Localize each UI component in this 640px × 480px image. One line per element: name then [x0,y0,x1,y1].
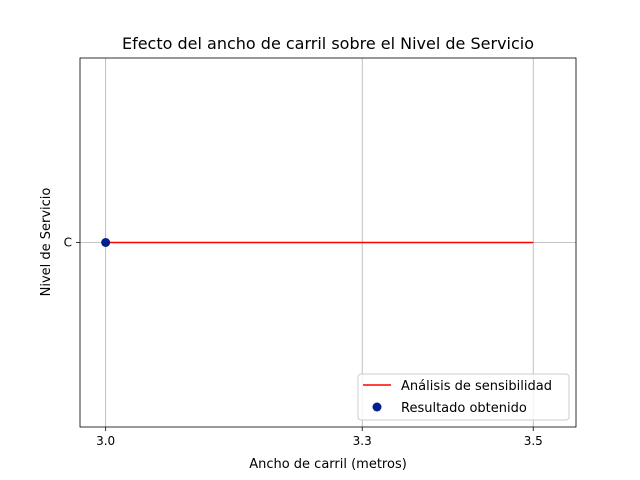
x-axis-label: Ancho de carril (metros) [249,457,407,472]
chart-title: Efecto del ancho de carril sobre el Nive… [122,34,534,53]
y-axis-label: Nivel de Servicio [39,188,54,297]
legend: Análisis de sensibilidad Resultado obten… [357,373,570,421]
x-tick-label: 3.5 [524,434,543,448]
legend-label-scatter-series: Resultado obtenido [401,401,527,416]
x-axis-ticks: 3.0 3.3 3.5 [96,427,543,448]
y-tick-label: C [64,236,72,250]
legend-marker-swatch [372,402,382,412]
y-axis-ticks: C [64,236,80,250]
x-tick-label: 3.3 [353,434,372,448]
legend-label-line-series: Análisis de sensibilidad [401,379,552,394]
scatter-point-result [101,238,111,247]
legend-box [357,373,570,421]
series-layer [101,238,534,247]
x-tick-label: 3.0 [96,434,115,448]
